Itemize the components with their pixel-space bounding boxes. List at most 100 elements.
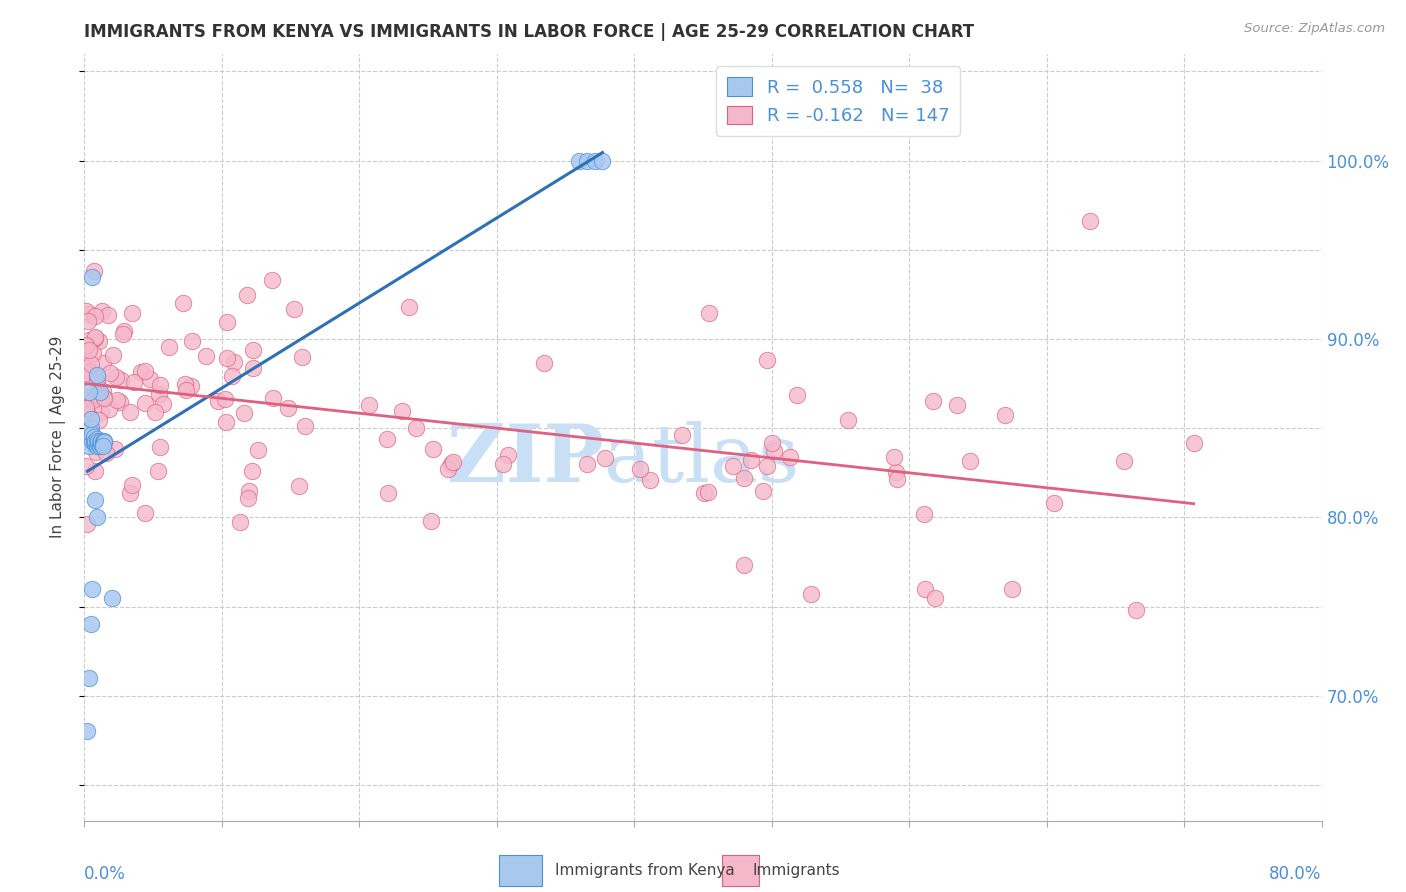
Point [419, 515, 441, 529]
Point [146, 464, 169, 478]
Point [86, 368, 108, 382]
Point [79, 307, 101, 321]
Point [134, 396, 156, 410]
Point [75, 361, 97, 376]
Point [112, 324, 135, 338]
Point [87, 434, 110, 448]
Point [180, 334, 202, 348]
Point [377, 485, 399, 500]
Point [593, 450, 616, 465]
Point [693, 486, 716, 500]
Point [84, 437, 107, 451]
Point [214, 392, 236, 406]
Point [959, 454, 981, 468]
Point [93, 435, 115, 450]
Point [779, 450, 801, 464]
Y-axis label: In Labor Force | Age 25-29: In Labor Force | Age 25-29 [49, 336, 66, 538]
Point [592, 153, 614, 168]
Point [398, 301, 420, 315]
Point [441, 455, 464, 469]
Legend: R =  0.558   N=  38, R = -0.162   N= 147: R = 0.558 N= 38, R = -0.162 N= 147 [716, 66, 960, 136]
Point [924, 591, 946, 605]
Point [149, 440, 172, 454]
Point [105, 392, 128, 407]
Point [143, 405, 166, 419]
Point [283, 301, 305, 316]
Point [79, 421, 101, 435]
Point [77, 314, 100, 328]
Point [110, 372, 132, 386]
Point [921, 394, 943, 409]
Point [80, 357, 103, 371]
Text: IMMIGRANTS FROM KENYA VS IMMIGRANTS IN LABOR FORCE | AGE 25-29 CORRELATION CHART: IMMIGRANTS FROM KENYA VS IMMIGRANTS IN L… [84, 23, 974, 41]
Text: Source: ZipAtlas.com: Source: ZipAtlas.com [1244, 22, 1385, 36]
Point [762, 444, 785, 458]
Point [215, 415, 238, 429]
Point [800, 587, 823, 601]
Point [76, 516, 98, 531]
Text: Immigrants: Immigrants [752, 863, 841, 878]
Point [914, 582, 936, 596]
Point [76, 392, 98, 407]
Point [79, 617, 101, 632]
Point [291, 350, 314, 364]
Point [77, 439, 100, 453]
Point [174, 383, 197, 397]
Point [492, 457, 515, 471]
Point [1078, 214, 1101, 228]
Point [723, 458, 745, 473]
Point [104, 442, 127, 457]
Point [97, 402, 120, 417]
Point [93, 434, 115, 448]
Point [232, 406, 254, 420]
Point [215, 351, 238, 365]
Point [294, 419, 316, 434]
Point [568, 153, 591, 168]
Point [89, 435, 111, 450]
Point [375, 432, 398, 446]
Point [75, 401, 97, 415]
Point [89, 334, 111, 349]
Point [89, 385, 111, 400]
Point [671, 428, 693, 442]
Point [945, 398, 967, 412]
Point [1043, 496, 1066, 510]
Point [121, 306, 143, 320]
Point [752, 484, 775, 499]
Point [391, 403, 413, 417]
Point [84, 464, 107, 478]
Point [696, 485, 718, 500]
Point [886, 465, 908, 479]
Point [912, 507, 935, 521]
Point [172, 296, 194, 310]
Point [90, 437, 112, 451]
Point [837, 413, 859, 427]
Point [91, 435, 114, 450]
Point [89, 439, 111, 453]
Point [883, 450, 905, 465]
Point [91, 437, 114, 451]
Point [84, 434, 107, 448]
Point [118, 486, 141, 500]
Point [224, 355, 246, 369]
Point [242, 343, 264, 358]
Point [405, 421, 427, 435]
Point [86, 439, 108, 453]
Point [75, 366, 97, 380]
Text: atlas: atlas [605, 421, 799, 500]
Point [91, 304, 114, 318]
Point [174, 377, 197, 392]
Point [82, 582, 104, 596]
Point [761, 436, 783, 450]
Point [134, 364, 156, 378]
Point [262, 391, 284, 405]
Point [437, 462, 460, 476]
Text: ZIP: ZIP [447, 421, 605, 500]
Point [75, 338, 97, 352]
Point [105, 370, 128, 384]
Point [157, 340, 180, 354]
Point [733, 558, 755, 573]
Point [82, 392, 104, 407]
Point [640, 473, 662, 487]
Point [83, 435, 105, 450]
